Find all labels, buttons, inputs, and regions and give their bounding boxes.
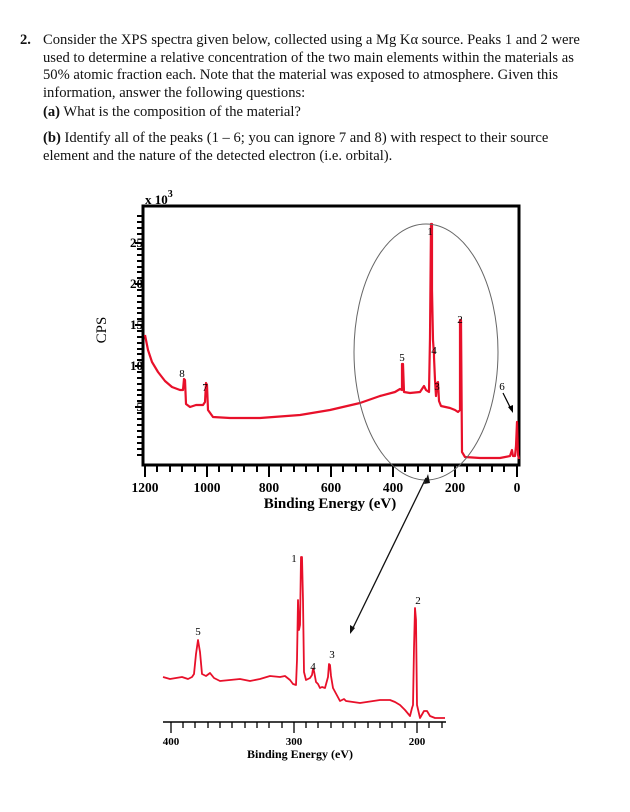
zoom-x-ticks: [170, 722, 443, 733]
zoom-peak-labels: 1 2 3 4 5: [195, 553, 421, 673]
survey-x-tick-labels: 1200 1000 800 600 400 200 0: [132, 480, 521, 495]
svg-text:2: 2: [457, 314, 463, 326]
survey-y-tick-labels: 25 20 15 10 5: [130, 235, 144, 414]
svg-text:8: 8: [179, 368, 185, 380]
highlight-ellipse: [353, 223, 499, 481]
svg-text:5: 5: [195, 626, 201, 638]
question-line: used to determine a relative concentrati…: [43, 49, 574, 66]
question-intro: Consider the XPS spectra given below, co…: [43, 32, 610, 102]
zoom-spectrum-line: [162, 556, 445, 719]
part-b-label: (b): [43, 130, 61, 146]
survey-y-axis-label: CPS: [94, 317, 110, 344]
question-line: Consider the XPS spectra given below, co…: [43, 32, 580, 48]
part-b-line: element and the nature of the detected e…: [43, 147, 393, 164]
survey-spectrum-line: [143, 222, 521, 460]
question-line: 50% atomic fraction each. Note that the …: [43, 67, 559, 83]
zoom-x-tick-labels: 400 300 200: [163, 736, 426, 748]
svg-text:25: 25: [130, 235, 144, 250]
svg-text:400: 400: [383, 480, 404, 495]
svg-text:10: 10: [130, 358, 143, 373]
svg-text:200: 200: [445, 480, 466, 495]
part-a-label: (a): [43, 104, 61, 120]
svg-text:800: 800: [259, 480, 280, 495]
part-b: (b) Identify all of the peaks (1 – 6; yo…: [43, 130, 613, 165]
arrow-head-icon: [508, 405, 513, 413]
svg-text:15: 15: [130, 317, 144, 332]
svg-text:2: 2: [415, 595, 421, 607]
question-number: 2.: [20, 32, 31, 48]
svg-text:4: 4: [431, 345, 437, 357]
svg-text:600: 600: [321, 480, 342, 495]
part-b-line: Identify all of the peaks (1 – 6; you ca…: [64, 130, 549, 146]
svg-text:5: 5: [137, 399, 144, 414]
survey-x-ticks: [144, 465, 518, 477]
svg-text:1000: 1000: [194, 480, 221, 495]
svg-text:1: 1: [291, 553, 297, 565]
svg-text:1: 1: [427, 226, 433, 238]
svg-text:3: 3: [434, 381, 440, 393]
zoom-x-axis-label: Binding Energy (eV): [247, 747, 353, 761]
svg-text:400: 400: [163, 736, 180, 748]
svg-text:5: 5: [399, 352, 405, 364]
question-line: information, answer the following questi…: [43, 84, 306, 101]
survey-x-axis-label: Binding Energy (eV): [264, 496, 397, 512]
svg-text:1200: 1200: [132, 480, 159, 495]
connector-arrow: [350, 477, 427, 633]
svg-text:3: 3: [329, 649, 335, 661]
svg-text:200: 200: [409, 736, 426, 748]
part-a: (a) What is the composition of the mater…: [43, 104, 613, 122]
svg-text:4: 4: [310, 661, 316, 673]
question-2: 2. Consider the XPS spectra given below,…: [20, 32, 610, 102]
svg-text:7: 7: [202, 382, 208, 394]
part-a-text: What is the composition of the material?: [63, 104, 301, 120]
survey-y-ticks: [135, 215, 143, 456]
arrow-head-icon: [424, 474, 430, 484]
svg-text:6: 6: [499, 381, 505, 393]
svg-text:20: 20: [130, 276, 143, 291]
survey-peak-labels: 1 2 3 4 5 6 7 8: [179, 226, 505, 394]
svg-text:300: 300: [286, 736, 303, 748]
arrow-head-icon: [350, 625, 355, 634]
y-multiplier: x 103: [145, 189, 173, 207]
svg-text:0: 0: [514, 480, 521, 495]
